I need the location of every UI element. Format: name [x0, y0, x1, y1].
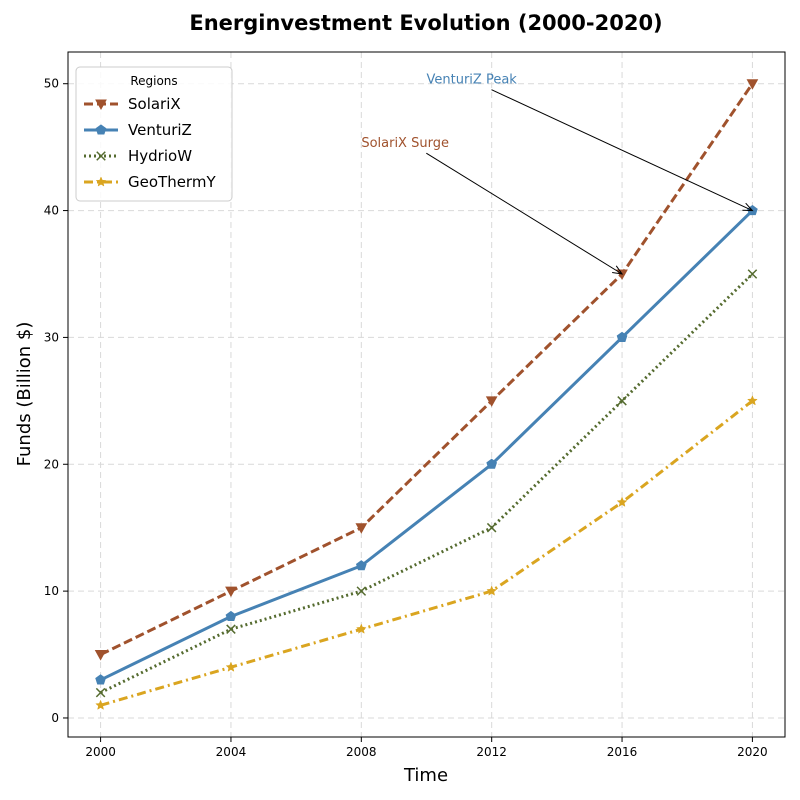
annotation-arrow	[491, 89, 753, 212]
data-point	[616, 496, 628, 507]
legend-marker	[95, 176, 107, 187]
x-tick-label: 2012	[476, 745, 507, 759]
y-axis: 0 10 20 30 40 50	[44, 77, 68, 725]
legend-marker	[95, 124, 107, 135]
legend-title: Regions	[130, 74, 177, 88]
x-tick-label: 2016	[607, 745, 638, 759]
data-point	[617, 396, 627, 406]
y-tick-label: 20	[44, 457, 59, 471]
annotation: SolariX Surge	[361, 136, 624, 275]
data-point	[226, 624, 236, 634]
y-tick-label: 40	[44, 204, 59, 218]
legend-label: SolariX	[128, 95, 181, 113]
x-tick-label: 2004	[216, 745, 247, 759]
legend-item-solarix: SolariX	[84, 95, 181, 113]
legend-marker	[96, 151, 106, 161]
arrowhead	[742, 202, 754, 212]
legend-marker	[95, 99, 107, 111]
data-point	[356, 586, 367, 596]
data-point	[747, 269, 758, 279]
series-line	[100, 399, 754, 707]
data-point	[486, 522, 497, 533]
x-tick-label: 2000	[85, 745, 116, 759]
series-line	[99, 82, 754, 656]
data-point	[225, 610, 237, 622]
legend-item-venturiz: VenturiZ	[84, 121, 192, 139]
y-tick-label: 0	[51, 711, 59, 725]
data-point	[355, 623, 367, 634]
x-axis: 2000 2004 2008 2012 2016 2020	[85, 737, 768, 759]
data-point	[747, 395, 758, 406]
legend-item-geothermy: GeoThermY	[84, 173, 216, 191]
legend-label: GeoThermY	[128, 173, 216, 191]
x-tick-label: 2020	[737, 745, 768, 759]
y-tick-label: 10	[44, 584, 59, 598]
x-tick-label: 2008	[346, 745, 377, 759]
series-layer	[94, 79, 759, 710]
annotation-arrow	[426, 152, 623, 275]
data-point	[355, 560, 367, 571]
series-line	[99, 209, 754, 682]
y-axis-label: Funds (Billion $)	[14, 322, 35, 467]
series-geothermy	[95, 395, 758, 710]
legend-label: HydrioW	[128, 147, 192, 165]
data-point	[225, 586, 237, 598]
annotation: VenturiZ Peak	[427, 73, 754, 212]
legend: Regions SolariX VenturiZ HydrioW GeoThermY	[75, 66, 233, 202]
y-tick-label: 50	[44, 77, 59, 91]
data-point	[94, 650, 107, 661]
data-point	[95, 687, 106, 698]
series-hydriow	[95, 269, 758, 698]
data-point	[95, 699, 106, 710]
y-tick-label: 30	[44, 330, 59, 344]
plot-area	[67, 51, 786, 738]
arrowhead	[612, 265, 624, 275]
data-point	[485, 396, 498, 407]
series-line	[99, 272, 754, 694]
data-point	[355, 523, 368, 534]
data-point	[486, 585, 498, 596]
data-point	[486, 458, 498, 469]
data-point	[95, 674, 106, 685]
x-axis-label: Time	[403, 765, 448, 786]
chart-title: Energinvestment Evolution (2000-2020)	[189, 11, 662, 35]
legend-label: VenturiZ	[128, 121, 192, 139]
annotation-text: SolariX Surge	[361, 136, 449, 151]
data-point	[616, 331, 628, 342]
legend-item-hydriow: HydrioW	[84, 147, 192, 165]
annotations: SolariX Surge VenturiZ Peak	[361, 73, 754, 275]
data-point	[225, 661, 237, 672]
series-venturiz	[95, 204, 758, 685]
annotation-text: VenturiZ Peak	[427, 73, 518, 88]
data-point	[746, 79, 759, 90]
